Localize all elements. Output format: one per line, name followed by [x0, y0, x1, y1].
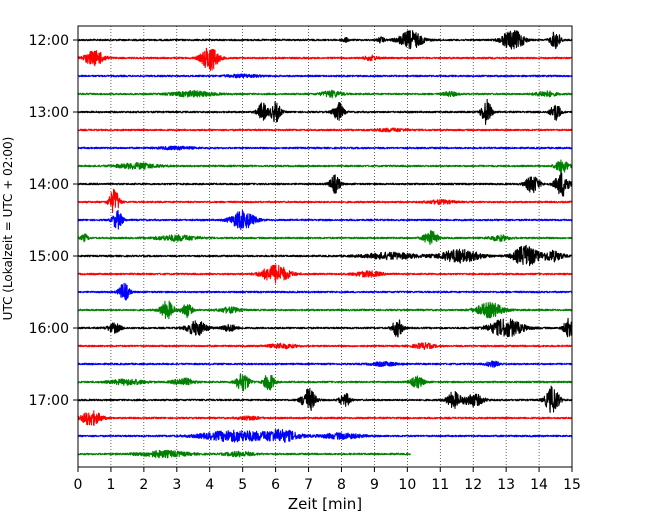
seismic-trace-1200 [77, 30, 573, 50]
seismic-trace-1315 [77, 127, 573, 133]
y-tick-label: 17:00 [29, 393, 69, 409]
y-axis: 12:00 13:00 14:00 15:00 16:00 17:00 [29, 33, 78, 409]
seismic-trace-1445 [77, 230, 573, 245]
seismic-trace-1300 [77, 98, 573, 126]
y-tick-label: 16:00 [29, 321, 69, 337]
seismic-trace-1730 [77, 428, 573, 443]
seismic-trace-1515 [77, 264, 573, 284]
seismic-trace-1700 [77, 385, 573, 413]
y-tick-label: 15:00 [29, 249, 69, 265]
x-tick-label: 6 [271, 477, 280, 493]
seismic-trace-1230 [77, 73, 573, 79]
x-tick-label: 2 [139, 477, 148, 493]
seismic-trace-1715 [77, 410, 573, 426]
seismic-trace-1500 [77, 244, 573, 267]
x-tick-label: 0 [74, 477, 83, 493]
x-tick-label: 1 [106, 477, 115, 493]
x-tick-label: 13 [497, 477, 515, 493]
y-tick-label: 12:00 [29, 33, 69, 49]
x-tick-label: 8 [337, 477, 346, 493]
seismic-trace-1645 [77, 373, 573, 392]
seismic-trace-1400 [77, 171, 573, 197]
x-tick-label: 3 [172, 477, 181, 493]
trace-layer [77, 30, 573, 459]
seismic-trace-1330 [77, 145, 573, 151]
seismic-trace-1600 [77, 317, 573, 338]
x-tick-label: 14 [530, 477, 548, 493]
seismic-trace-1545 [77, 300, 573, 320]
seismic-trace-1615 [77, 342, 573, 351]
seismic-trace-1345 [77, 159, 573, 174]
x-tick-label: 7 [304, 477, 313, 493]
y-tick-label: 14:00 [29, 177, 69, 193]
x-tick-label: 10 [398, 477, 416, 493]
seismic-trace-1430 [77, 209, 573, 231]
seismic-trace-1530 [77, 282, 573, 301]
x-tick-label: 12 [464, 477, 482, 493]
x-tick-label: 4 [205, 477, 214, 493]
seismic-trace-1415 [77, 188, 573, 214]
seismic-trace-1215 [77, 47, 573, 71]
seismic-trace-1245 [77, 89, 573, 99]
x-tick-label: 5 [238, 477, 247, 493]
y-axis-label: UTC (Lokalzeit = UTC + 02:00) [1, 137, 15, 321]
x-axis: 0 1 2 3 4 5 6 7 8 9 10 11 12 13 14 15 [74, 467, 581, 493]
plot-frame [77, 25, 573, 468]
x-tick-label: 11 [431, 477, 449, 493]
seismic-trace-1630 [77, 360, 573, 368]
y-tick-label: 13:00 [29, 105, 69, 121]
x-tick-label: 15 [563, 477, 581, 493]
seismic-trace-1745 [77, 449, 412, 459]
x-tick-label: 9 [370, 477, 379, 493]
x-axis-label: Zeit [min] [288, 495, 362, 513]
